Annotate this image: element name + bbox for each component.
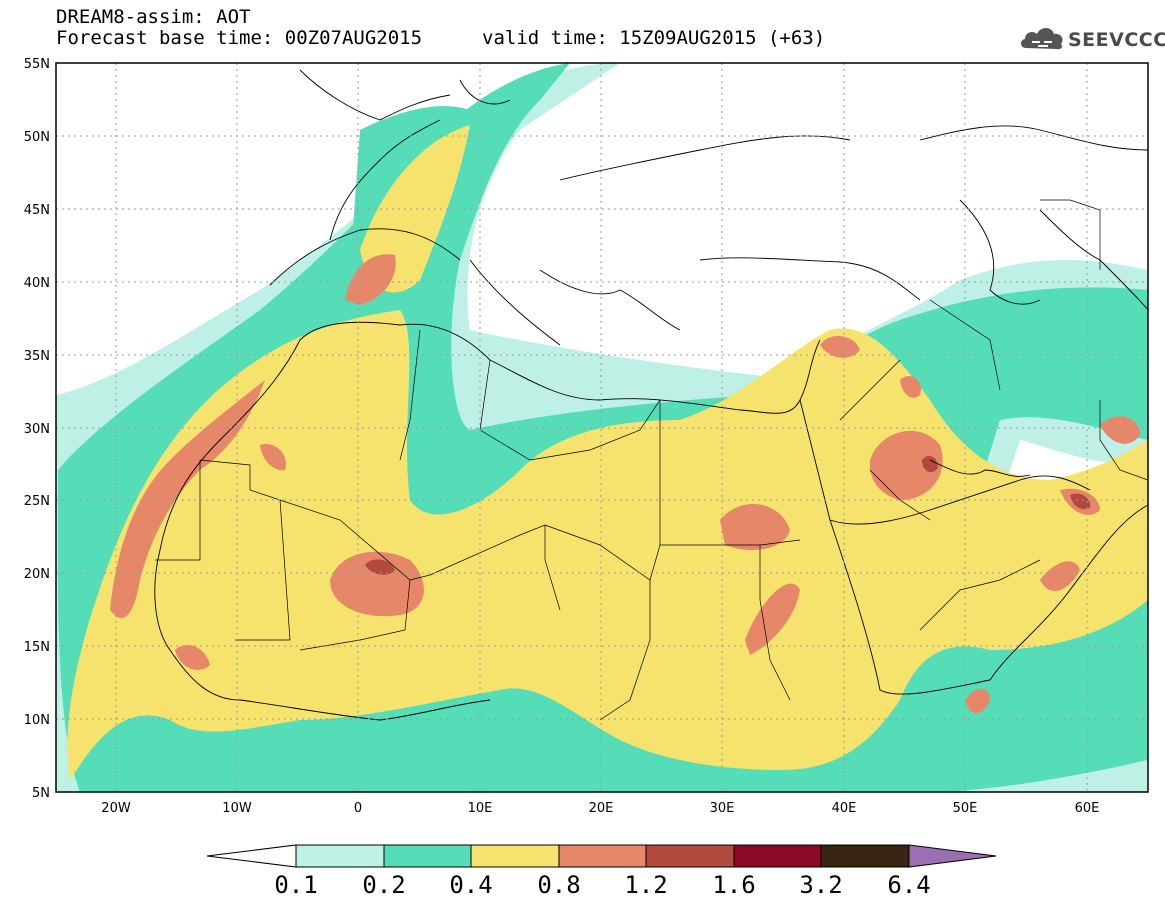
colorbar-swatch bbox=[820, 844, 910, 868]
lat-label: 45N bbox=[24, 203, 50, 218]
lon-label: 0 bbox=[354, 801, 362, 816]
lat-label: 5N bbox=[32, 786, 50, 801]
forecast-base-time: Forecast base time: 00Z07AUG2015 bbox=[56, 27, 423, 49]
latitude-labels: 55N 50N 45N 40N 35N 30N 25N 20N 15N 10N … bbox=[24, 57, 50, 801]
lat-label: 50N bbox=[24, 130, 50, 145]
lon-label: 20E bbox=[589, 801, 614, 816]
map-title: DREAM8-assim: AOT bbox=[56, 6, 251, 28]
colorbar-swatch bbox=[645, 844, 735, 868]
lon-label: 60E bbox=[1075, 801, 1100, 816]
colorbar-label: 3.2 bbox=[799, 871, 843, 899]
map-frame bbox=[55, 62, 1149, 793]
cloud-icon bbox=[1020, 28, 1063, 50]
colorbar-min-arrow bbox=[206, 844, 297, 868]
lat-label: 15N bbox=[24, 640, 50, 655]
colorbar-swatch bbox=[383, 844, 472, 868]
colorbar-max-arrow bbox=[908, 844, 997, 868]
lat-label: 20N bbox=[24, 567, 50, 582]
lon-label: 50E bbox=[953, 801, 978, 816]
colorbar-label: 1.2 bbox=[624, 871, 668, 899]
lon-label: 30E bbox=[710, 801, 735, 816]
lat-label: 30N bbox=[24, 422, 50, 437]
colorbar-label: 0.2 bbox=[362, 871, 406, 899]
colorbar-swatch bbox=[733, 844, 822, 868]
lon-label: 10W bbox=[222, 801, 252, 816]
aot-band-1-2 bbox=[365, 455, 1091, 575]
seevccc-logo: SEEVCCC bbox=[1018, 22, 1165, 56]
lat-label: 25N bbox=[24, 494, 50, 509]
lat-label: 55N bbox=[24, 57, 50, 72]
colorbar-label: 0.8 bbox=[537, 871, 581, 899]
lat-label: 40N bbox=[24, 276, 50, 291]
graticule bbox=[56, 63, 1148, 792]
lon-label: 20W bbox=[101, 801, 131, 816]
country-borders bbox=[155, 199, 1148, 721]
lon-label: 10E bbox=[468, 801, 493, 816]
colorbar-swatch bbox=[558, 844, 647, 868]
colorbar-swatch bbox=[470, 844, 560, 868]
colorbar-swatch bbox=[295, 844, 385, 868]
lat-label: 35N bbox=[24, 349, 50, 364]
lat-label: 10N bbox=[24, 713, 50, 728]
colorbar bbox=[206, 844, 997, 868]
colorbar-label: 6.4 bbox=[887, 871, 931, 899]
aot-band-0-8 bbox=[110, 254, 1140, 714]
valid-time: valid time: 15Z09AUG2015 (+63) bbox=[482, 27, 826, 49]
lon-label: 40E bbox=[832, 801, 857, 816]
coastlines bbox=[154, 69, 1148, 721]
logo-text: SEEVCCC bbox=[1068, 29, 1165, 51]
colorbar-label: 0.1 bbox=[274, 871, 318, 899]
colorbar-label: 1.6 bbox=[712, 871, 756, 899]
longitude-labels: 20W 10W 0 10E 20E 30E 40E 50E 60E bbox=[101, 801, 1099, 816]
aot-band-0-4 bbox=[67, 125, 1148, 780]
colorbar-label: 0.4 bbox=[449, 871, 493, 899]
